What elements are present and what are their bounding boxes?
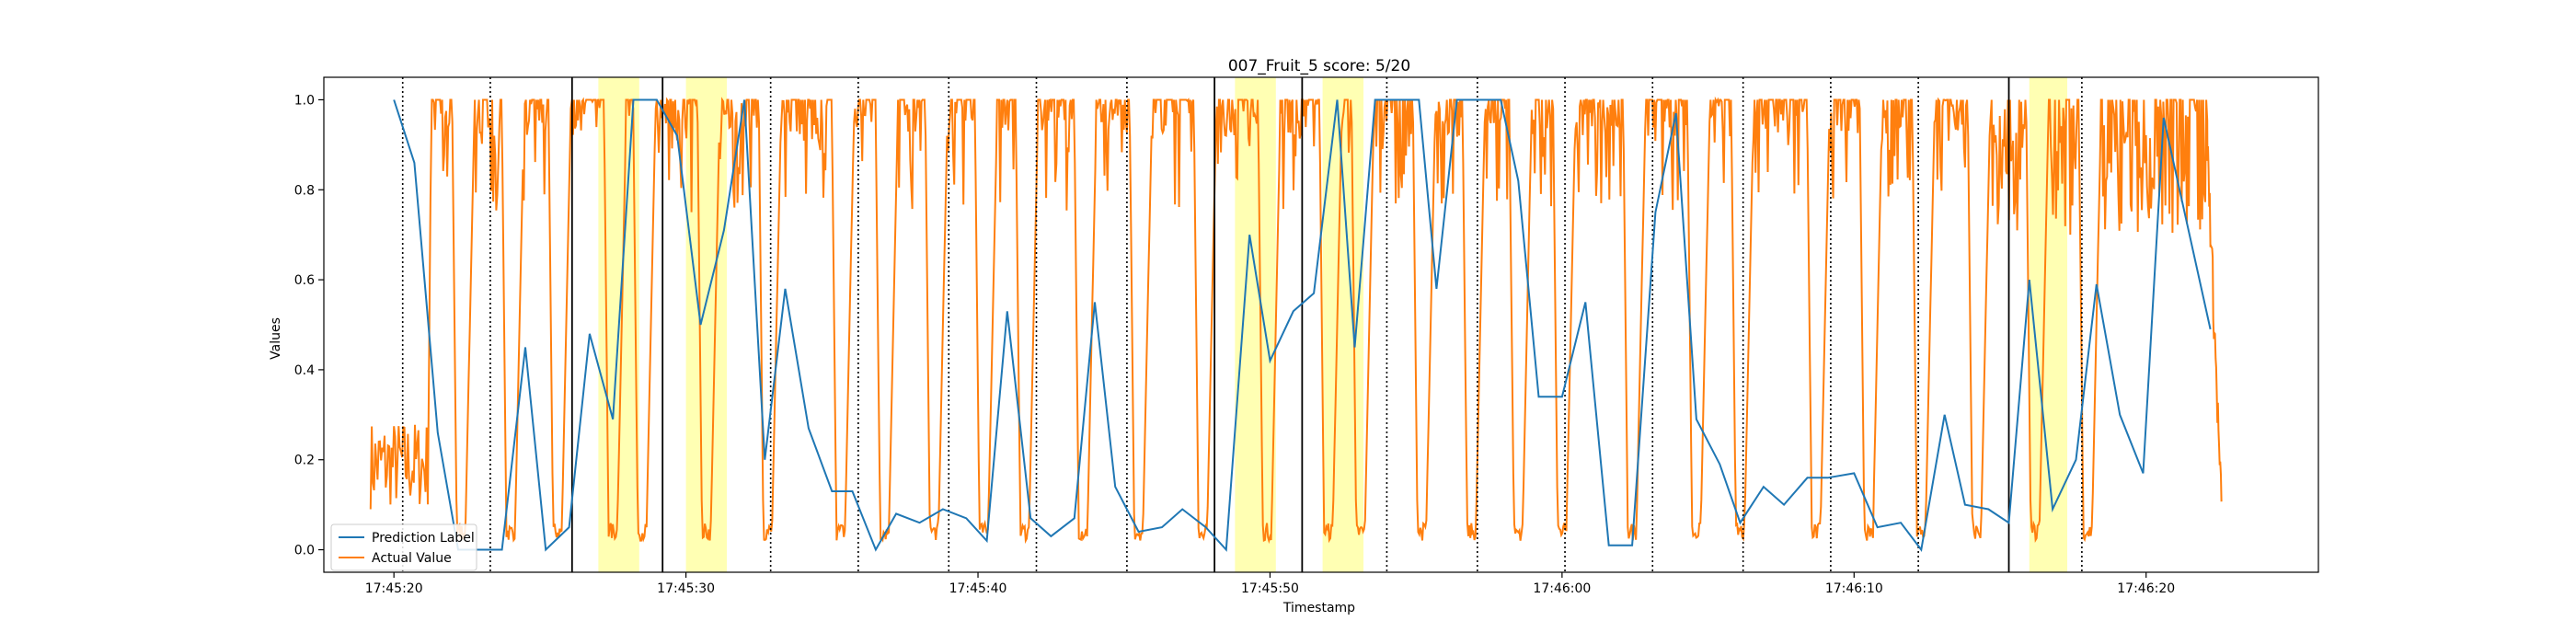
x-tick-label: 17:45:50 bbox=[1241, 581, 1299, 596]
y-tick-label: 0.0 bbox=[294, 544, 315, 558]
legend-label-actual: Actual Value bbox=[372, 551, 452, 566]
y-axis-label: Values bbox=[269, 317, 283, 360]
x-tick-label: 17:46:00 bbox=[1533, 581, 1591, 596]
x-axis-label: Timestamp bbox=[1282, 601, 1355, 615]
y-tick-label: 0.2 bbox=[294, 454, 315, 468]
legend: Prediction Label Actual Value bbox=[330, 523, 477, 571]
legend-box bbox=[330, 523, 477, 571]
x-tick-label: 17:46:20 bbox=[2117, 581, 2175, 596]
highlight-span bbox=[1235, 77, 1276, 572]
x-tick-label: 17:46:10 bbox=[1825, 581, 1883, 596]
y-tick-label: 0.8 bbox=[294, 183, 315, 198]
x-tick-label: 17:45:40 bbox=[949, 581, 1007, 596]
chart-title: 007_Fruit_5 score: 5/20 bbox=[1228, 57, 1410, 75]
y-tick-label: 0.4 bbox=[294, 363, 315, 378]
y-tick-label: 1.0 bbox=[294, 93, 315, 108]
plot-area: 17:45:20 17:45:30 17:45:40 17:45:50 17:46:00… bbox=[294, 76, 2319, 596]
legend-label-prediction: Prediction Label bbox=[372, 531, 475, 546]
x-tick-label: 17:45:20 bbox=[365, 581, 423, 596]
y-tick-label: 0.6 bbox=[294, 273, 315, 288]
series-prediction-label bbox=[393, 98, 2212, 552]
plot-frame bbox=[323, 76, 2319, 573]
x-tick-label: 17:45:30 bbox=[657, 581, 715, 596]
